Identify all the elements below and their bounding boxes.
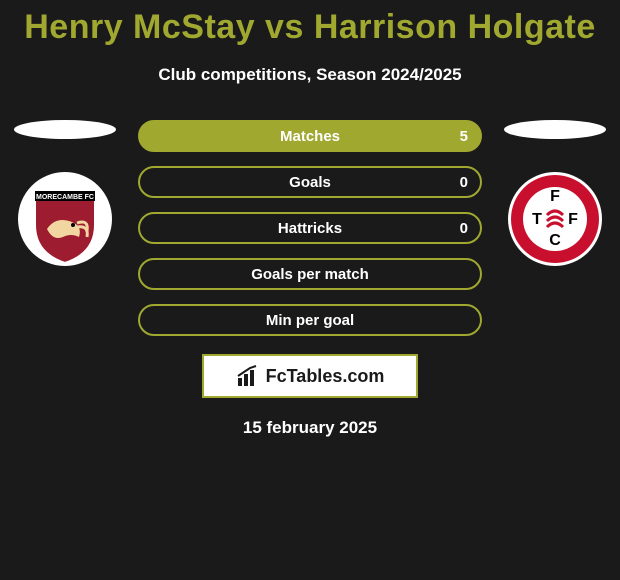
stats-column: Matches 5 Goals 0 Hattricks 0 Goals per … bbox=[138, 120, 482, 336]
stat-label: Min per goal bbox=[140, 306, 480, 334]
brand-box[interactable]: FcTables.com bbox=[202, 354, 418, 398]
morecambe-crest-icon: MORECAMBE FC bbox=[17, 171, 113, 267]
subtitle: Club competitions, Season 2024/2025 bbox=[0, 65, 620, 85]
svg-text:T: T bbox=[532, 211, 542, 228]
stat-right-value: 0 bbox=[460, 214, 468, 242]
stat-right-value: 5 bbox=[460, 122, 468, 150]
stat-label: Matches bbox=[140, 122, 480, 150]
stat-row-mpg: Min per goal bbox=[138, 304, 482, 336]
svg-text:F: F bbox=[550, 188, 560, 205]
page-title: Henry McStay vs Harrison Holgate bbox=[0, 0, 620, 47]
stat-label: Hattricks bbox=[140, 214, 480, 242]
right-player-column: F T F C bbox=[500, 120, 610, 267]
stat-right-value: 0 bbox=[460, 168, 468, 196]
stat-label: Goals bbox=[140, 168, 480, 196]
date-text: 15 february 2025 bbox=[0, 418, 620, 438]
right-club-crest: F T F C bbox=[507, 171, 603, 267]
svg-text:MORECAMBE FC: MORECAMBE FC bbox=[36, 194, 94, 201]
svg-text:C: C bbox=[549, 232, 561, 249]
comparison-layout: MORECAMBE FC Matches 5 Goals 0 Hattricks… bbox=[0, 120, 620, 336]
brand-text: FcTables.com bbox=[266, 366, 385, 387]
right-player-name-pill bbox=[504, 120, 606, 139]
left-club-crest: MORECAMBE FC bbox=[17, 171, 113, 267]
left-player-column: MORECAMBE FC bbox=[10, 120, 120, 267]
svg-text:F: F bbox=[568, 211, 578, 228]
stat-row-hattricks: Hattricks 0 bbox=[138, 212, 482, 244]
bar-chart-icon bbox=[236, 364, 260, 388]
stat-label: Goals per match bbox=[140, 260, 480, 288]
stat-row-gpm: Goals per match bbox=[138, 258, 482, 290]
fleetwood-crest-icon: F T F C bbox=[507, 171, 603, 267]
stat-row-goals: Goals 0 bbox=[138, 166, 482, 198]
stat-row-matches: Matches 5 bbox=[138, 120, 482, 152]
left-player-name-pill bbox=[14, 120, 116, 139]
